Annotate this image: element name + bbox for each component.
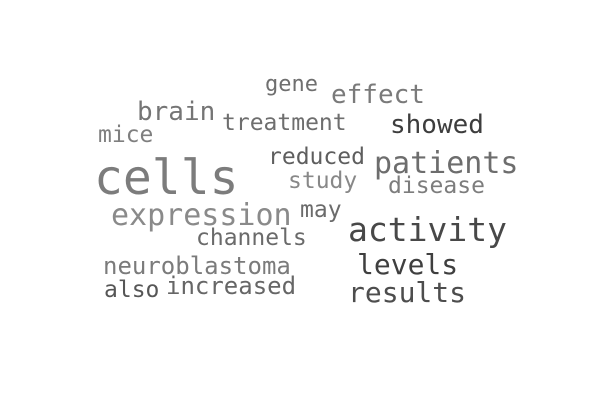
- word-may: may: [300, 197, 342, 223]
- word-activity: activity: [348, 210, 507, 249]
- word-expression: expression: [111, 198, 292, 233]
- word-cells: cells: [94, 150, 239, 206]
- word-study: study: [288, 168, 358, 194]
- word-brain: brain: [137, 97, 216, 127]
- word-levels: levels: [357, 248, 459, 281]
- word-increased: increased: [166, 272, 297, 300]
- word-results: results: [348, 276, 467, 309]
- word-gene: gene: [265, 72, 318, 97]
- word-treatment: treatment: [222, 110, 347, 136]
- word-channels: channels: [196, 225, 307, 251]
- word-showed: showed: [390, 110, 484, 140]
- word-disease: disease: [388, 173, 485, 199]
- word-mice: mice: [98, 122, 154, 148]
- word-also: also: [104, 277, 160, 303]
- word-effect: effect: [331, 80, 425, 110]
- word-patients: patients: [374, 146, 519, 181]
- word-neuroblastoma: neuroblastoma: [103, 252, 291, 280]
- word-reduced: reduced: [268, 144, 365, 170]
